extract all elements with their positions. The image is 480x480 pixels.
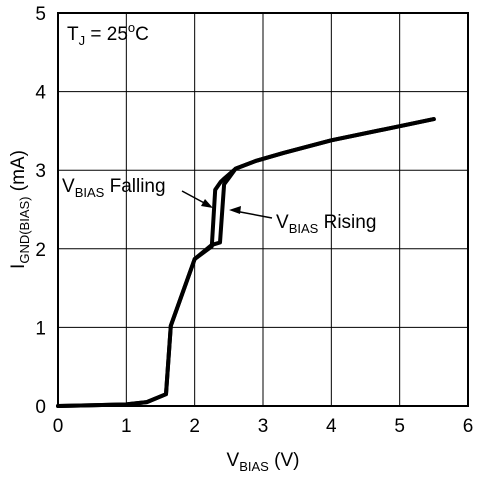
ylabel-unit: (mA) (8, 150, 29, 196)
tick-labels: 0 1 2 3 4 5 6 0 1 2 3 4 5 (35, 4, 473, 437)
y-tick-label: 0 (35, 397, 46, 418)
x-tick-label: 2 (189, 416, 200, 437)
annotation-arrows (181, 190, 273, 219)
arrow-rising-head (229, 206, 241, 214)
y-axis-label: IGND(BIAS) (mA) (8, 150, 32, 269)
falling-rest: Falling (104, 176, 165, 197)
rising-main: V (276, 212, 289, 233)
x-tick-label: 1 (121, 416, 132, 437)
falling-main: V (62, 176, 75, 197)
grid (58, 13, 468, 406)
xlabel-unit: (V) (269, 450, 300, 471)
ylabel-main: I (8, 264, 29, 269)
annotation-unit: C (135, 24, 149, 45)
series-label-rising: VBIAS Rising (276, 212, 376, 236)
y-tick-label: 1 (35, 318, 46, 339)
x-tick-label: 3 (258, 416, 269, 437)
xlabel-sub: BIAS (239, 459, 269, 474)
x-tick-label: 0 (53, 416, 64, 437)
y-tick-label: 4 (35, 83, 46, 104)
temperature-annotation: TJ = 25oC (67, 20, 149, 48)
arrow-falling-head (201, 199, 213, 208)
series-line (56, 117, 436, 408)
x-axis-label: VBIAS (V) (227, 450, 300, 474)
plot-frame (57, 12, 469, 407)
xlabel-main: V (227, 450, 240, 471)
x-tick-label: 5 (394, 416, 405, 437)
annotation-t: T (67, 24, 79, 45)
x-tick-label: 6 (463, 416, 474, 437)
falling-sub: BIAS (75, 185, 105, 200)
arrow-rising-shaft (234, 210, 273, 219)
y-tick-label: 2 (35, 240, 46, 261)
series-line (56, 117, 436, 408)
y-tick-label: 3 (35, 161, 46, 182)
annotation-rest: = 25 (85, 24, 128, 45)
rising-rest: Rising (318, 212, 376, 233)
annotation-sup: o (128, 20, 135, 35)
rising-sub: BIAS (289, 221, 319, 236)
x-tick-label: 4 (326, 416, 337, 437)
y-tick-label: 5 (35, 4, 46, 25)
ylabel-sub: GND(BIAS) (17, 196, 32, 263)
annotation-t-sub: J (79, 33, 86, 48)
series-label-falling: VBIAS Falling (62, 176, 166, 200)
series-lines (56, 117, 436, 408)
